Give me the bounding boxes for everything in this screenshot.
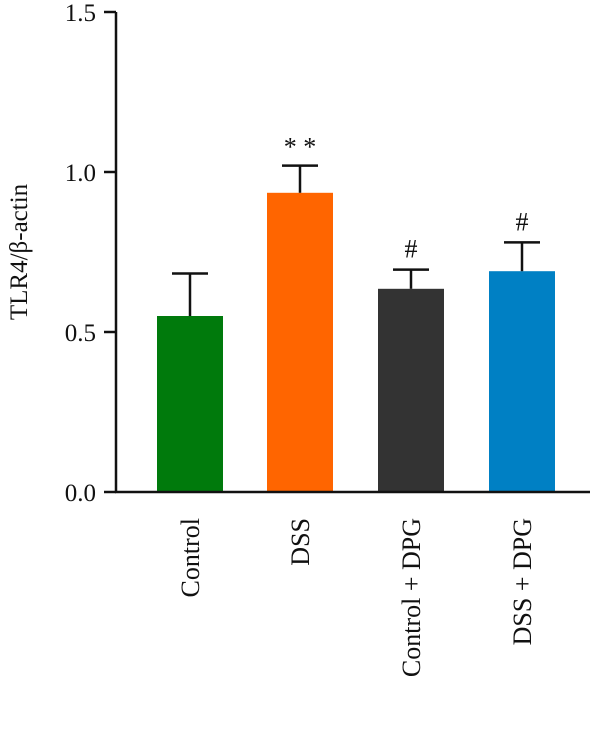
y-ticks-group: 0.0 0.5 1.0 1.5 <box>65 0 116 507</box>
significance-stars: * * <box>284 133 317 162</box>
x-tick-labels-group: Control DSS Control + DPG DSS + DPG <box>176 518 537 677</box>
x-tick-label: Control <box>176 518 205 597</box>
y-tick-label: 1.5 <box>65 0 96 27</box>
y-tick-label: 0.5 <box>65 320 96 347</box>
bar-control-dpg <box>378 288 444 492</box>
significance-hash: # <box>516 207 529 236</box>
x-tick-label: DSS <box>286 518 315 566</box>
x-tick-label: Control + DPG <box>397 518 426 677</box>
x-tick-label: DSS + DPG <box>508 518 537 645</box>
error-bars-group <box>172 164 540 316</box>
y-tick-label: 0.0 <box>65 480 96 507</box>
y-tick-label: 1.0 <box>65 160 96 187</box>
bars-group <box>157 192 555 493</box>
significance-annotations-group: * * # # <box>284 133 529 264</box>
significance-hash: # <box>405 235 418 264</box>
bar-dss-dpg <box>489 271 555 492</box>
bar-control <box>157 316 223 492</box>
bar-dss <box>267 192 333 493</box>
y-axis-label: TLR4/β-actin <box>6 183 33 320</box>
